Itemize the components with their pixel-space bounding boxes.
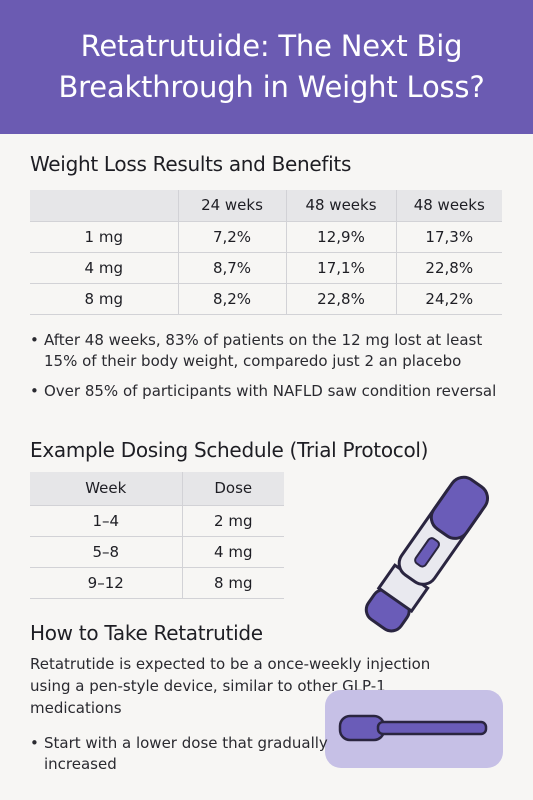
table-row: 1–4 2 mg: [30, 504, 284, 536]
table-header-cell: Dose: [181, 472, 284, 505]
table-cell: 8,7%: [177, 251, 286, 283]
table-cell: 8,2%: [177, 282, 286, 315]
table-cell: 24,2%: [395, 282, 502, 315]
page-title: Retatrutuide: The Next Big Breakthrough …: [48, 26, 484, 108]
table-header-cell: [30, 190, 178, 221]
table-cell: 12,9%: [285, 220, 396, 252]
table-row: 4 mg 8,7% 17,1% 22,8%: [30, 251, 502, 283]
table-cell: 22,8%: [395, 251, 502, 283]
table-row: 5–8 4 mg: [30, 535, 284, 567]
table-cell: 4 mg: [181, 535, 284, 567]
list-item: Over 85% of participants with NAFLD saw …: [30, 381, 510, 402]
table-row: 8 mg 8,2% 22,8% 24,2%: [30, 282, 502, 315]
table-cell: 17,3%: [395, 220, 502, 252]
injection-pen-icon: [364, 475, 490, 633]
injection-pen-small-icon: [338, 714, 488, 742]
table-header-cell: 24 weks: [177, 190, 286, 221]
table-cell: 22,8%: [285, 282, 396, 315]
table-header-row: 24 weks 48 weeks 48 weeks: [30, 190, 502, 221]
how-to-bullet-list: Start with a lower dose that gradually i…: [30, 733, 330, 784]
table-cell: 1–4: [30, 504, 182, 536]
how-to-paragraph: Retatrutide is expected to be a once-wee…: [30, 655, 431, 717]
table-header-row: Week Dose: [30, 472, 284, 505]
table-cell: 8 mg: [30, 282, 178, 315]
table-cell: 17,1%: [285, 251, 396, 283]
title-line-2: Breakthrough in Weight Loss?: [58, 70, 485, 104]
list-item: After 48 weeks, 83% of patients on the 1…: [30, 330, 510, 372]
table-cell: 8 mg: [181, 566, 284, 599]
results-bullet-list: After 48 weeks, 83% of patients on the 1…: [30, 330, 510, 411]
table-row: 1 mg 7,2% 12,9% 17,3%: [30, 220, 502, 252]
list-item: Start with a lower dose that gradually i…: [30, 733, 330, 775]
dosing-table: Week Dose 1–4 2 mg 5–8 4 mg 9–12 8 mg: [30, 472, 284, 599]
results-section-title: Weight Loss Results and Benefits: [30, 152, 352, 176]
how-to-section-title: How to Take Retatrutide: [30, 621, 263, 645]
title-line-1: Retatrutuide: The Next Big: [80, 29, 463, 63]
table-header-cell: 48 weeks: [395, 190, 502, 221]
table-row: 9–12 8 mg: [30, 566, 284, 599]
header-banner: Retatrutuide: The Next Big Breakthrough …: [0, 0, 533, 134]
table-header-cell: 48 weeks: [285, 190, 396, 221]
table-cell: 9–12: [30, 566, 182, 599]
table-cell: 4 mg: [30, 251, 178, 283]
results-table: 24 weks 48 weeks 48 weeks 1 mg 7,2% 12,9…: [30, 190, 502, 315]
dosing-section-title: Example Dosing Schedule (Trial Protocol): [30, 438, 429, 462]
table-cell: 2 mg: [181, 504, 284, 536]
table-header-cell: Week: [30, 472, 182, 505]
table-cell: 1 mg: [30, 220, 178, 252]
table-cell: 5–8: [30, 535, 182, 567]
table-cell: 7,2%: [177, 220, 286, 252]
